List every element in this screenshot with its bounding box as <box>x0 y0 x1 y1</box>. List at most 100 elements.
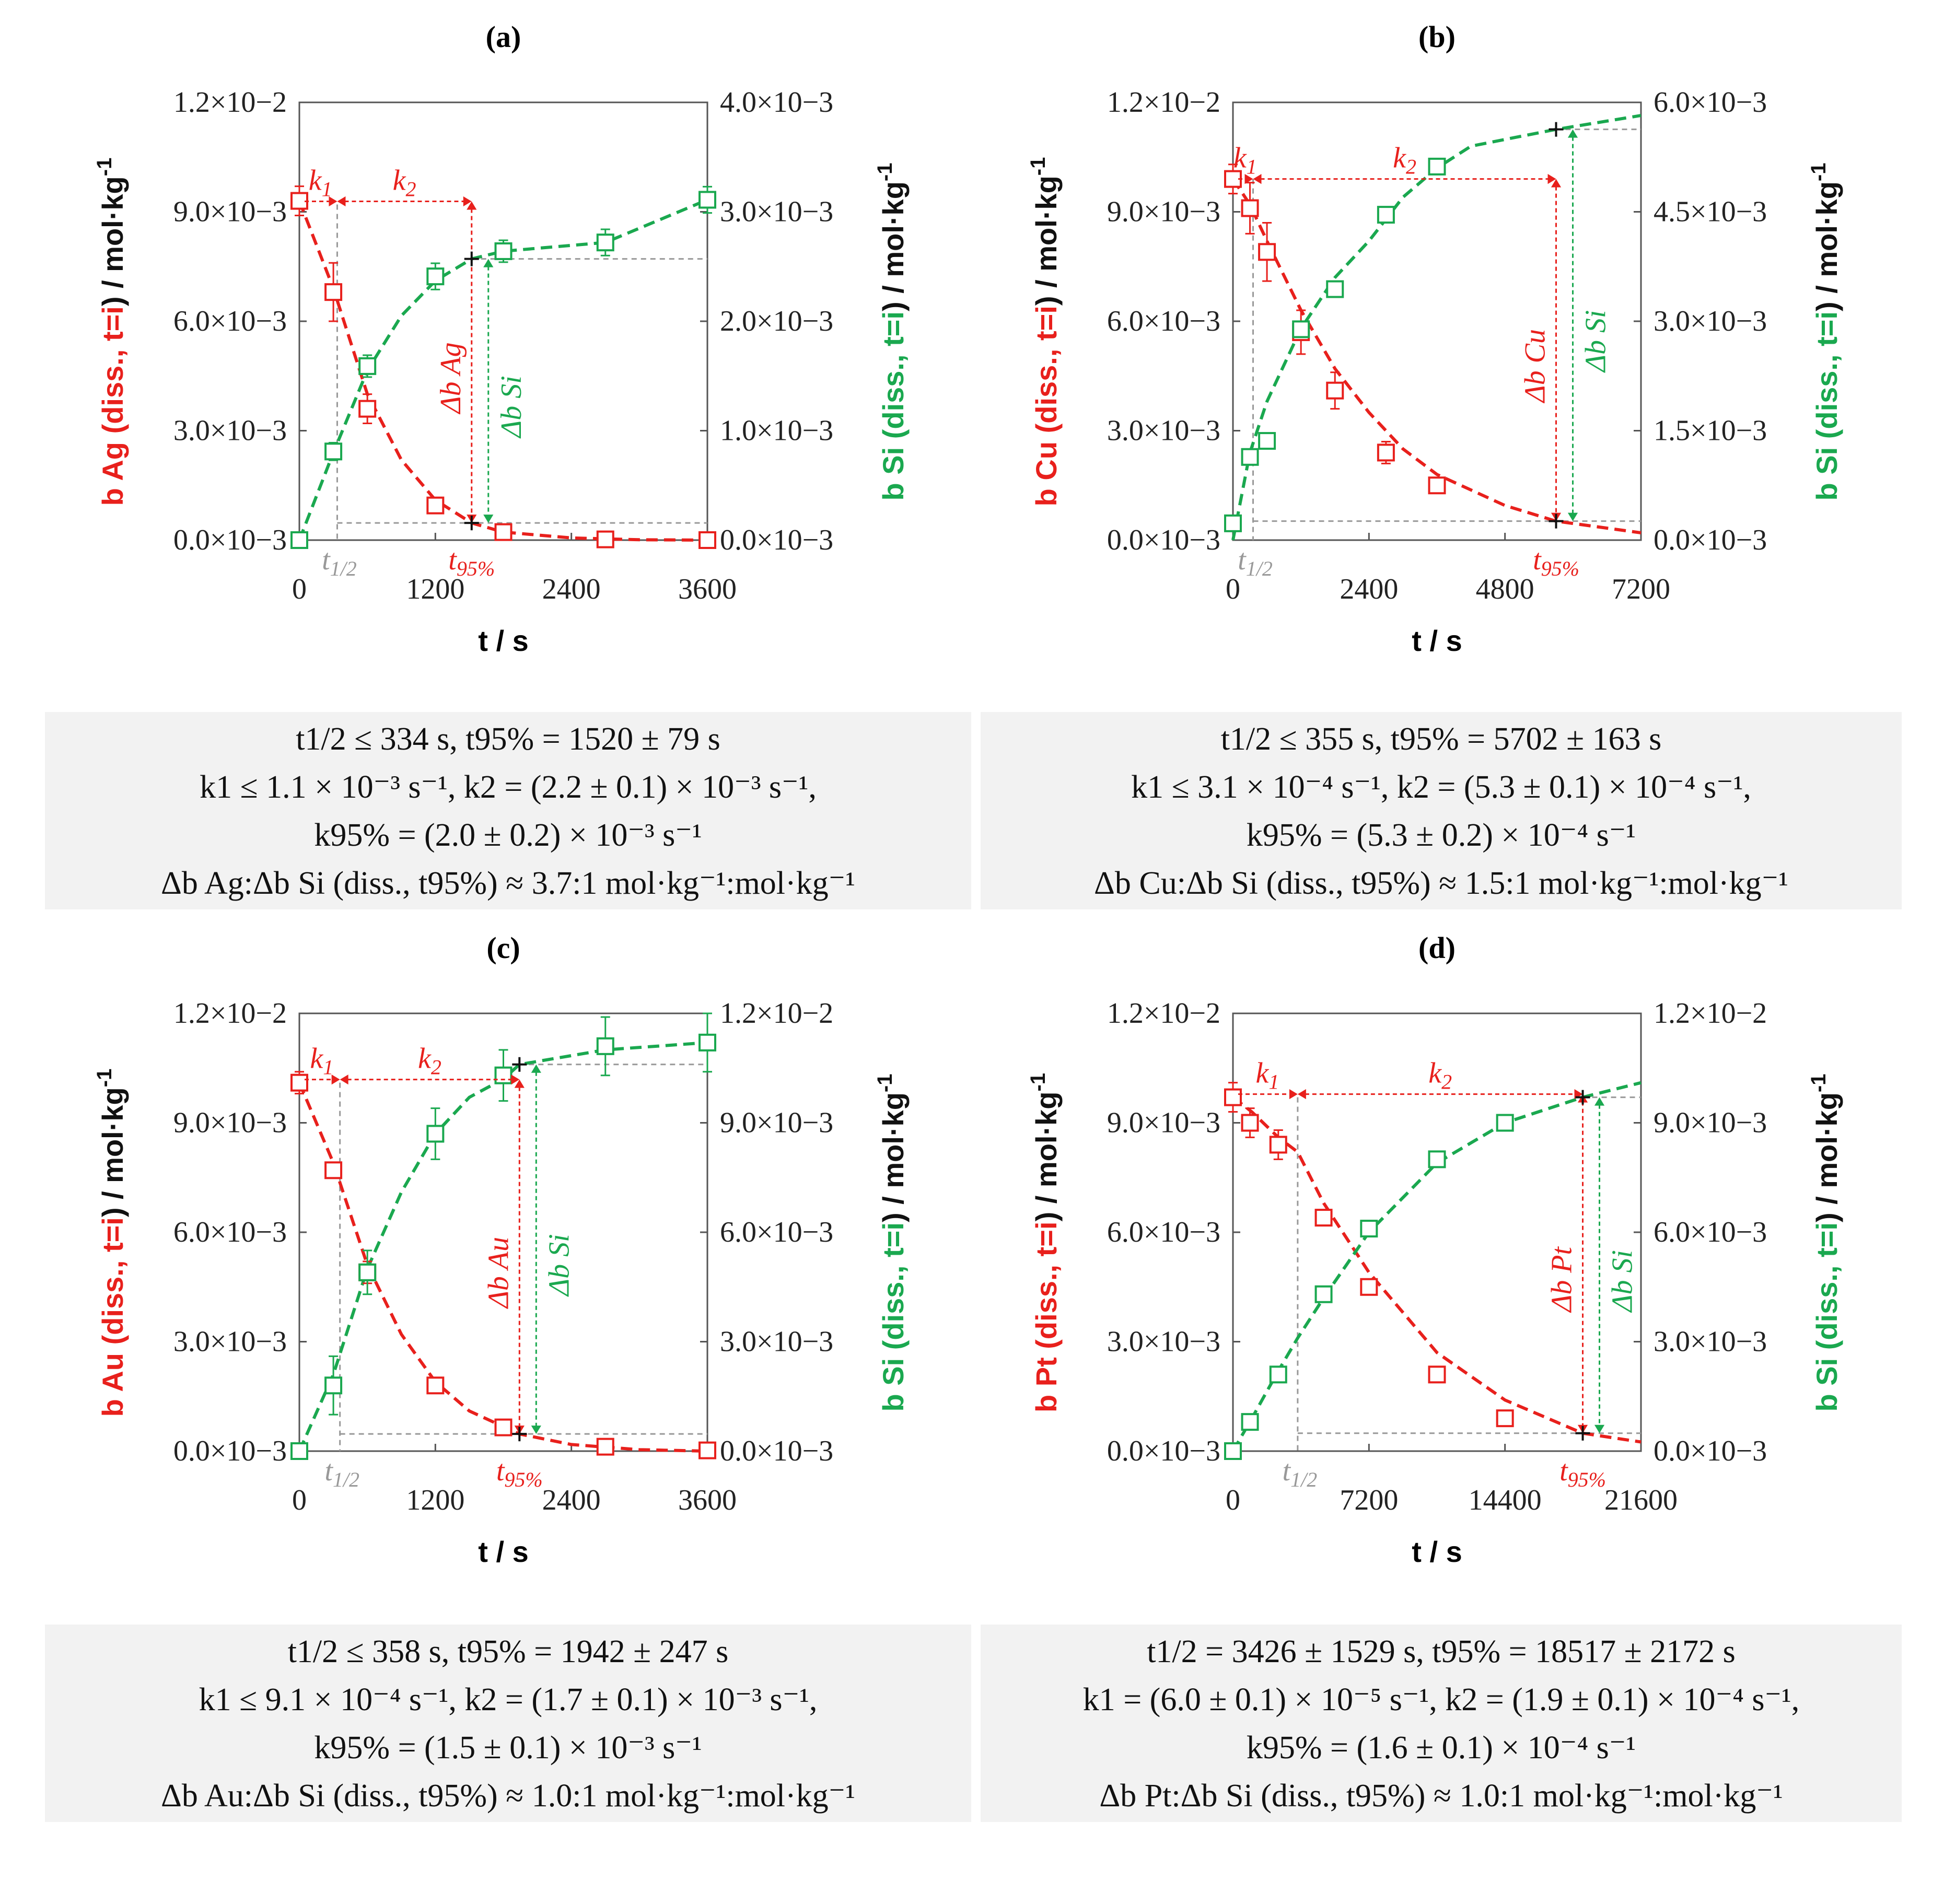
cu-data-point <box>1428 476 1446 495</box>
info-line: k95% = (1.6 ± 0.1) × 10⁻⁴ s⁻¹ <box>1246 1730 1636 1766</box>
y2-tick-label: 0.0×10−3 <box>1654 524 1767 556</box>
arrow-head <box>467 201 477 210</box>
y-tick-label: 3.0×10−3 <box>173 1326 287 1358</box>
au-data-point <box>290 1073 308 1092</box>
y-tick-label: 1.2×10−2 <box>1107 997 1220 1030</box>
x-tick-label: 1200 <box>406 1484 464 1516</box>
k2-label: k2 <box>1393 142 1416 179</box>
si-data-point <box>358 357 377 375</box>
si-data-point <box>1428 1150 1446 1169</box>
y2-tick-label: 1.5×10−3 <box>1654 415 1767 447</box>
delta-metal-label: Δb Au <box>482 1237 515 1309</box>
au-data-point <box>699 1441 716 1459</box>
x-tick-label: 4800 <box>1476 573 1534 605</box>
y2-tick-label: 0.0×10−3 <box>720 1435 833 1467</box>
y-tick-label: 6.0×10−3 <box>1107 1216 1220 1248</box>
si-data-point <box>1496 1114 1514 1132</box>
ag-data-point <box>426 496 445 515</box>
x-tick-label: 7200 <box>1340 1484 1398 1516</box>
info-line: Δb Ag:Δb Si (diss., t95%) ≈ 3.7:1 mol·kg… <box>161 866 855 901</box>
y-tick-label: 3.0×10−3 <box>1107 415 1220 447</box>
si-data-point <box>1241 448 1259 466</box>
t-half-label: t1/2 <box>324 1455 359 1491</box>
y2-axis-label: b Si (diss., t=i) / mol·kg-1 <box>874 162 910 500</box>
y2-tick-label: 6.0×10−3 <box>1654 1216 1767 1248</box>
si-data-point <box>426 1125 445 1143</box>
arrow-head <box>331 1074 340 1085</box>
plot-frame <box>298 101 708 541</box>
arrow-head <box>337 196 346 207</box>
panel-label: (b) <box>1418 20 1456 54</box>
k2-label: k2 <box>393 165 416 201</box>
x-tick-label: 14400 <box>1469 1484 1542 1516</box>
y-axis-label: b Cu (diss., t=i) / mol·kg-1 <box>1027 157 1063 507</box>
arrow-head <box>340 1074 348 1085</box>
y-tick-label: 6.0×10−3 <box>173 305 287 337</box>
si-data-point <box>1292 320 1310 338</box>
panel-label: (d) <box>1418 931 1456 965</box>
delta-si-label: Δb Si <box>495 376 528 438</box>
info-line: k95% = (2.0 ± 0.2) × 10⁻³ s⁻¹ <box>314 817 702 853</box>
x-tick-label: 21600 <box>1604 1484 1678 1516</box>
info-line: t1/2 ≤ 358 s, t95% = 1942 ± 247 s <box>287 1634 729 1669</box>
si-data-point <box>1224 1442 1242 1460</box>
y-tick-label: 9.0×10−3 <box>1107 1107 1220 1139</box>
t-half-label: t1/2 <box>1283 1455 1318 1491</box>
panel-c: (c) 0.0×10−3 0.0×10−3 3.0×10−3 3.0×10−3 6.0×1… <box>93 931 910 1568</box>
si-data-point <box>1241 1413 1259 1431</box>
si-data-point <box>1326 280 1344 298</box>
si-data-point <box>1314 1285 1333 1303</box>
arrow-head <box>1551 179 1562 188</box>
t-half-label: t1/2 <box>322 544 357 580</box>
si-data-point <box>699 191 716 209</box>
t-half-label: t1/2 <box>1238 544 1273 580</box>
au-data-point <box>426 1376 445 1395</box>
y2-tick-label: 1.2×10−2 <box>1654 997 1767 1030</box>
si-data-point <box>426 267 445 286</box>
pt-data-point <box>1496 1409 1514 1428</box>
y-tick-label: 1.2×10−2 <box>1107 86 1220 119</box>
y-axis-label: b Pt (diss., t=i) / mol·kg-1 <box>1027 1073 1063 1412</box>
ag-data-point <box>596 530 614 548</box>
y2-tick-label: 1.0×10−3 <box>720 415 833 447</box>
pt-data-point <box>1428 1365 1446 1384</box>
metal-fit-curve <box>1231 178 1642 534</box>
panel-a: (a) 0.0×10−3 0.0×10−3 3.0×10−3 1.0×10−3 6.0×1… <box>93 20 910 657</box>
au-data-point <box>324 1161 343 1179</box>
panel-b: (b) 0.0×10−3 0.0×10−3 3.0×10−3 1.5×10−3 6.0×1… <box>1027 20 1843 657</box>
arrow-head <box>483 515 494 523</box>
pt-data-point <box>1360 1278 1378 1296</box>
y-tick-label: 1.2×10−2 <box>173 86 287 119</box>
info-line: t1/2 ≤ 334 s, t95% = 1520 ± 79 s <box>296 721 720 757</box>
si-data-point <box>290 531 308 549</box>
arrow-head <box>531 1064 541 1073</box>
y2-tick-label: 0.0×10−3 <box>1654 1435 1767 1467</box>
x-tick-label: 3600 <box>678 573 737 605</box>
x-tick-label: 2400 <box>1340 573 1398 605</box>
k1-label: k1 <box>1233 142 1257 179</box>
k1-label: k1 <box>309 165 332 201</box>
x-tick-label: 2400 <box>542 573 601 605</box>
y-tick-label: 0.0×10−3 <box>1107 524 1220 556</box>
y-tick-label: 6.0×10−3 <box>173 1216 287 1248</box>
si-data-point <box>494 1066 513 1084</box>
y-tick-label: 1.2×10−2 <box>173 997 287 1030</box>
y2-tick-label: 9.0×10−3 <box>720 1107 833 1139</box>
t95-label: t95% <box>448 544 495 580</box>
arrow-head <box>1594 1424 1605 1433</box>
arrow-head <box>531 1426 541 1434</box>
y-axis-label: b Ag (diss., t=i) / mol·kg-1 <box>93 158 129 506</box>
arrow-head <box>1567 129 1578 138</box>
info-line: Δb Au:Δb Si (diss., t95%) ≈ 1.0:1 mol·kg… <box>161 1778 855 1814</box>
k2-label: k2 <box>418 1043 441 1079</box>
x-tick-label: 3600 <box>678 1484 737 1516</box>
x-tick-label: 2400 <box>542 1484 601 1516</box>
arrow-head <box>1244 174 1253 184</box>
info-box-c: t1/2 ≤ 358 s, t95% = 1942 ± 247 s k1 ≤ 9… <box>45 1625 971 1822</box>
cu-data-point <box>1258 243 1276 261</box>
k1-label: k1 <box>310 1043 333 1079</box>
y2-tick-label: 6.0×10−3 <box>720 1216 833 1248</box>
info-line: k1 ≤ 9.1 × 10⁻⁴ s⁻¹, k2 = (1.7 ± 0.1) × … <box>199 1682 818 1718</box>
x-tick-label: 7200 <box>1612 573 1670 605</box>
